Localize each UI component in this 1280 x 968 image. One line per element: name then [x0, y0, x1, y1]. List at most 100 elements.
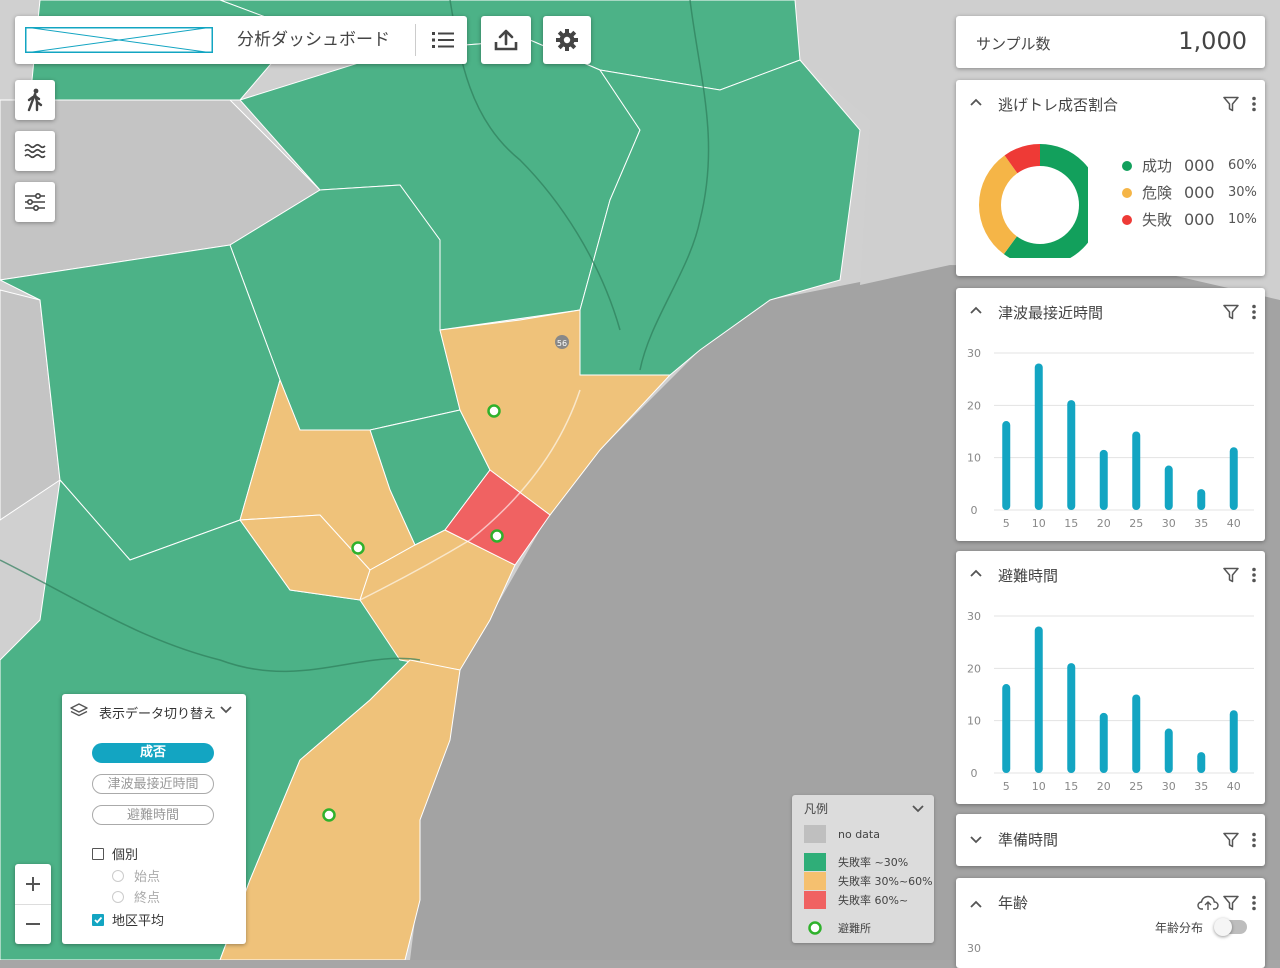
bar-40[interactable]: [1229, 710, 1238, 773]
shelter-marker[interactable]: [487, 404, 501, 418]
chevron-up-icon[interactable]: [970, 569, 982, 577]
more-vert-icon[interactable]: [1252, 895, 1256, 911]
more-vert-icon[interactable]: [1252, 96, 1256, 112]
x-tick-label: 25: [1129, 517, 1143, 530]
end-radio-row[interactable]: 終点: [112, 887, 160, 906]
legend-item: 失敗率 60%~: [804, 891, 908, 909]
zoom-out-icon: [26, 923, 40, 926]
filter-settings-button[interactable]: [15, 182, 55, 222]
chevron-up-icon[interactable]: [970, 98, 982, 106]
individual-checkbox-row[interactable]: 個別: [92, 844, 138, 863]
shelter-marker[interactable]: [490, 529, 504, 543]
tsunami-layer-button[interactable]: [15, 131, 55, 171]
toggle-evac-button[interactable]: 避難時間: [92, 805, 214, 825]
age-panel: 年齢 年齢分布 30: [956, 878, 1265, 968]
bar-15[interactable]: [1067, 400, 1076, 510]
shelter-marker[interactable]: [322, 808, 336, 822]
prep-time-panel: 準備時間: [956, 814, 1265, 866]
tsunami-time-panel: 津波最接近時間 0 10 20 30 5 10 15 20 25 30 35 40: [956, 288, 1265, 541]
shelter-marker[interactable]: [351, 541, 365, 555]
zoom-in-button[interactable]: [15, 864, 51, 905]
more-vert-icon[interactable]: [1252, 304, 1256, 320]
bar-15[interactable]: [1067, 663, 1076, 773]
bar-25[interactable]: [1132, 694, 1141, 774]
filter-icon[interactable]: [1223, 96, 1239, 112]
upload-icon: [494, 29, 518, 51]
gear-icon: [556, 29, 578, 51]
series-dot: [1122, 214, 1132, 225]
upload-button[interactable]: [481, 16, 531, 64]
panel-header: 逃げトレ成否割合: [956, 80, 1265, 130]
layers-icon: [70, 703, 88, 717]
settings-button[interactable]: [543, 16, 591, 64]
start-label: 始点: [134, 870, 161, 885]
tsunami-bar-chart: 0 10 20 30 5 10 15 20 25 30 35 40: [967, 347, 1254, 530]
district-avg-checkbox-row[interactable]: 地区平均: [92, 910, 164, 929]
data-switch-header[interactable]: 表示データ切り替え: [62, 694, 246, 728]
donut-slice-失敗[interactable]: [979, 144, 1088, 258]
legend-swatch: [804, 825, 826, 843]
bar-5[interactable]: [1002, 684, 1011, 773]
data-switch-title: 表示データ切り替え: [99, 707, 217, 722]
x-tick-label: 20: [1097, 780, 1111, 793]
panel-title: 年齢: [998, 894, 1029, 912]
map-region-red: [444, 469, 551, 566]
bar-10[interactable]: [1034, 626, 1043, 773]
end-radio[interactable]: [112, 890, 124, 903]
start-radio[interactable]: [112, 869, 124, 882]
bar-35[interactable]: [1197, 752, 1206, 773]
walk-mode-button[interactable]: [15, 80, 55, 120]
cloud-upload-icon[interactable]: [1197, 895, 1219, 911]
chevron-down-icon[interactable]: [970, 836, 982, 844]
series-dot: [1122, 160, 1132, 171]
district-avg-checkbox[interactable]: [92, 913, 104, 926]
x-tick-label: 15: [1064, 517, 1078, 530]
filter-icon[interactable]: [1223, 895, 1239, 911]
panel-title: 準備時間: [998, 831, 1059, 849]
bar-20[interactable]: [1099, 712, 1108, 773]
bar-5[interactable]: [1002, 421, 1011, 510]
y-tick-label: 20: [967, 399, 981, 412]
donut-slice-危険[interactable]: [979, 144, 1088, 258]
filter-icon[interactable]: [1223, 832, 1239, 848]
zoom-control: [15, 864, 51, 944]
evac-bar-chart: 0 10 20 30 5 10 15 20 25 30 35 40: [967, 610, 1254, 793]
list-icon: [432, 32, 454, 48]
bar-40[interactable]: [1229, 447, 1238, 510]
y-tick-label: 0: [971, 767, 978, 780]
sample-count-card: サンプル数 1,000: [956, 16, 1265, 68]
legend-row: 危険 000 30%: [1122, 179, 1257, 206]
list-button[interactable]: [419, 16, 467, 64]
legend-title: 凡例: [804, 802, 829, 816]
river: [639, 0, 710, 371]
more-vert-icon[interactable]: [1252, 567, 1256, 583]
chevron-down-icon[interactable]: [912, 805, 924, 813]
age-distribution-toggle[interactable]: [1214, 918, 1247, 936]
toggle-success-button[interactable]: 成否: [92, 743, 214, 763]
chevron-up-icon[interactable]: [970, 306, 982, 314]
chevron-down-icon: [220, 706, 232, 714]
zoom-out-button[interactable]: [15, 905, 51, 945]
end-label: 終点: [134, 891, 161, 906]
more-vert-icon[interactable]: [1252, 832, 1256, 848]
bar-30[interactable]: [1164, 728, 1173, 773]
chevron-up-icon[interactable]: [970, 900, 982, 908]
wave-icon: [24, 143, 46, 159]
toggle-tsunami-button[interactable]: 津波最接近時間: [92, 774, 214, 794]
bar-20[interactable]: [1099, 449, 1108, 510]
bar-10[interactable]: [1034, 363, 1043, 510]
bar-25[interactable]: [1132, 431, 1141, 511]
filter-icon[interactable]: [1223, 567, 1239, 583]
legend-swatch: [804, 891, 826, 909]
map-region-orange: [359, 529, 516, 671]
start-radio-row[interactable]: 始点: [112, 866, 160, 885]
bar-30[interactable]: [1164, 465, 1173, 510]
filter-icon[interactable]: [1223, 304, 1239, 320]
walk-icon: [27, 88, 43, 112]
legend-item-shelter: 避難所: [804, 920, 871, 936]
age-distribution-label: 年齢分布: [1155, 921, 1204, 935]
individual-checkbox[interactable]: [92, 847, 104, 860]
x-tick-label: 15: [1064, 780, 1078, 793]
legend-item: 失敗率 ~30%: [804, 853, 908, 871]
bar-35[interactable]: [1197, 489, 1206, 510]
